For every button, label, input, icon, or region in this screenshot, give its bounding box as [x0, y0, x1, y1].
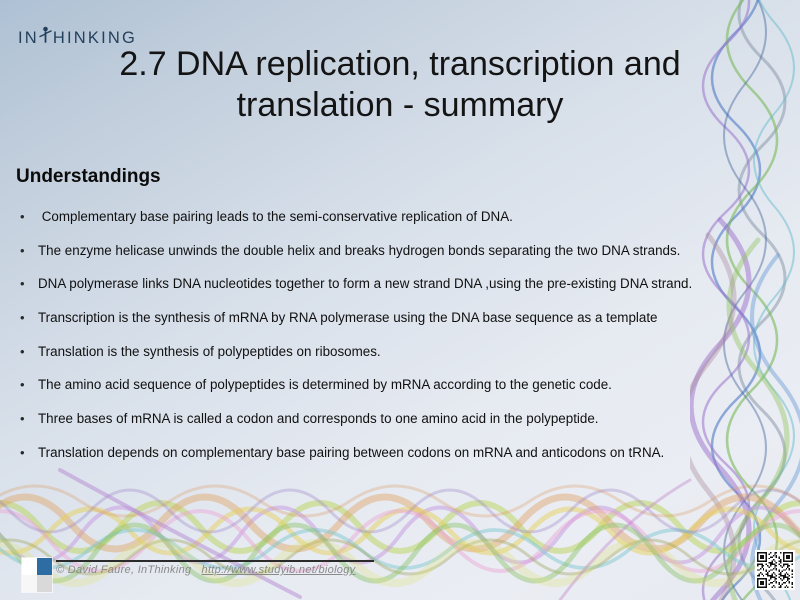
understandings-list: Complementary base pairing leads to the …: [20, 205, 756, 475]
logo-wordmark: IN HINKING: [18, 26, 137, 48]
bullet-text: DNA polymerase links DNA nucleotides tog…: [38, 276, 693, 292]
grid-square-white: [22, 558, 37, 575]
inthinking-logo: IN HINKING: [10, 4, 170, 50]
list-item: DNA polymerase links DNA nucleotides tog…: [20, 272, 756, 306]
bullet-text: Complementary base pairing leads to the …: [38, 209, 513, 224]
list-item: Translation depends on complementary bas…: [20, 441, 756, 475]
bullet-text: Three bases of mRNA is called a codon an…: [38, 411, 599, 427]
list-item: Three bases of mRNA is called a codon an…: [20, 407, 756, 441]
spacer: [195, 564, 198, 576]
slide-title: 2.7 DNA replication, transcription and t…: [119, 45, 681, 125]
bullet-text: The enzyme helicase unwinds the double h…: [38, 242, 681, 258]
logo-text-suffix: HINKING: [52, 29, 138, 47]
title-block: 2.7 DNA replication, transcription and t…: [0, 44, 800, 127]
qr-code: [755, 550, 795, 590]
list-item: Transcription is the synthesis of mRNA b…: [20, 306, 756, 340]
logo-text-prefix: IN: [18, 29, 39, 47]
grid-square-gray: [37, 575, 52, 592]
studyib-link[interactable]: http://www.studyib.net/biology: [201, 564, 356, 576]
footer-grid-icon: [22, 558, 52, 592]
grid-square-blue: [37, 558, 52, 575]
bullet-text: Translation depends on complementary bas…: [38, 444, 665, 460]
list-item: The enzyme helicase unwinds the double h…: [20, 239, 756, 273]
list-item: Complementary base pairing leads to the …: [20, 205, 756, 239]
copyright-text: © David Faure, InThinking: [56, 564, 192, 576]
list-item: Translation is the synthesis of polypept…: [20, 340, 756, 374]
footer-credit: © David Faure, InThinking http://www.stu…: [56, 560, 374, 576]
bullet-text: Translation is the synthesis of polypept…: [38, 343, 381, 359]
bullet-text: The amino acid sequence of polypeptides …: [38, 377, 612, 393]
list-item: The amino acid sequence of polypeptides …: [20, 373, 756, 407]
grid-square-light: [22, 575, 37, 592]
wave-ribbons-bottom-decoration: [0, 468, 800, 600]
bullet-text: Transcription is the synthesis of mRNA b…: [38, 310, 658, 326]
person-icon: [39, 26, 52, 43]
section-heading: Understandings: [16, 166, 161, 187]
